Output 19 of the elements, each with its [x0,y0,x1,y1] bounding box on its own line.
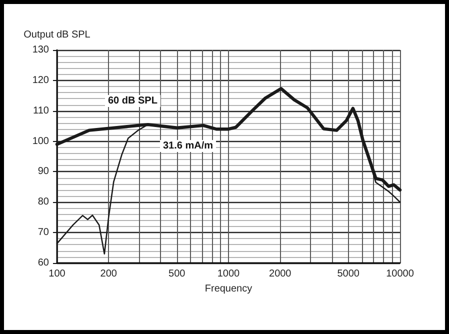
y-tick-label: 90 [38,166,50,178]
y-axis-title: Output dB SPL [24,30,91,40]
x-tick-label: 2000 [269,268,292,280]
y-tick-label: 110 [33,105,50,116]
annotation: 60 dB SPL [108,96,158,106]
y-tick-label: 80 [38,196,50,208]
annotation: 31.6 mA/m [163,140,214,152]
x-tick-label: 100 [48,268,66,280]
x-tick-label: 200 [100,268,118,280]
y-tick-label: 120 [32,74,50,86]
x-tick-label: 10000 [386,268,414,280]
x-tick-label: 5000 [337,268,360,280]
y-tick-label: 130 [32,44,50,56]
x-tick-label: 1000 [217,268,240,280]
y-tick-label: 70 [38,227,50,238]
x-axis-title: Frequency [204,283,252,294]
x-tick-label: 500 [168,268,186,280]
y-tick-label: 100 [32,136,50,147]
y-tick-label: 60 [38,258,50,268]
